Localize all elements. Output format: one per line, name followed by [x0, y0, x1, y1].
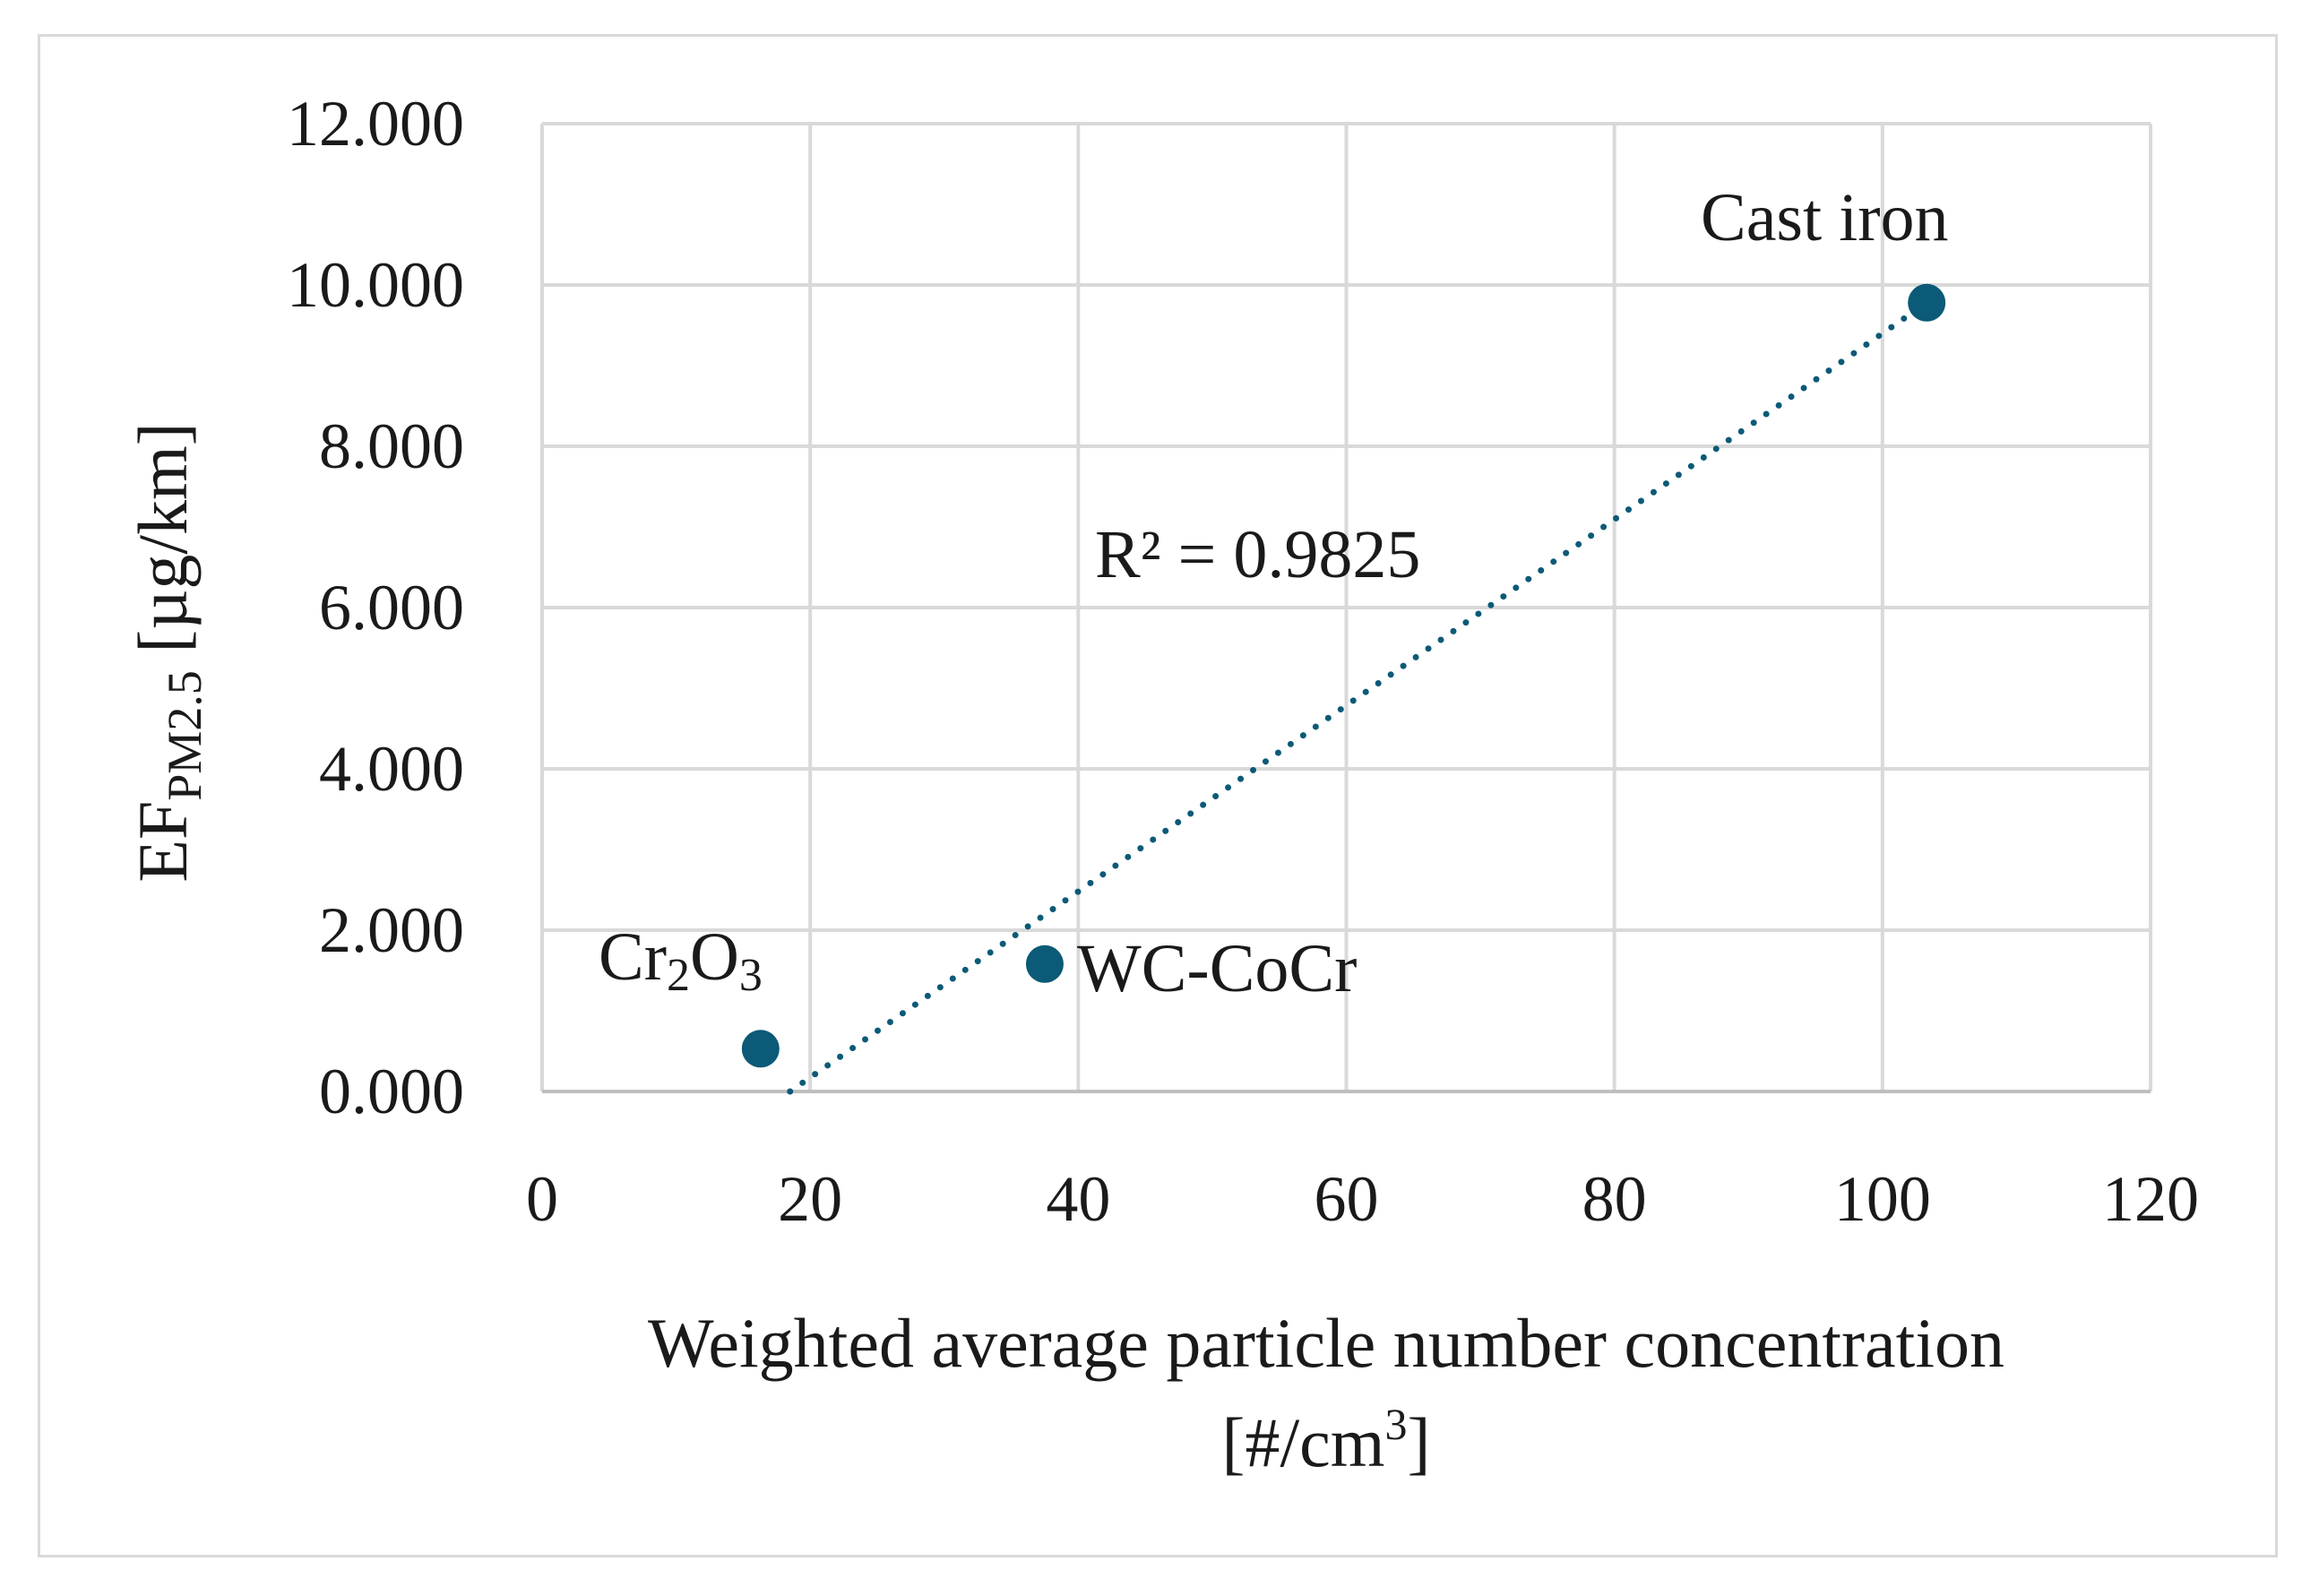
chart-frame: [38, 34, 2278, 1557]
scatter-point: [741, 1030, 780, 1068]
x-tick-label: 20: [778, 1163, 842, 1235]
x-tick-label: 100: [1834, 1163, 1931, 1235]
y-tick-label: 2.000: [319, 894, 464, 966]
x-tick-label: 80: [1582, 1163, 1647, 1235]
x-axis-title-line2: [#/cm3]: [1222, 1399, 1431, 1481]
y-tick-label: 10.000: [287, 249, 464, 321]
x-tick-label: 0: [526, 1163, 558, 1235]
trendline: [787, 299, 1930, 1095]
y-tick-label: 6.000: [319, 572, 464, 643]
data-points: [741, 283, 1946, 1068]
x-tick-label: 60: [1315, 1163, 1379, 1235]
x-tick-label: 120: [2102, 1163, 2199, 1235]
y-tick-label: 12.000: [287, 88, 464, 160]
trendline-path: [787, 299, 1930, 1095]
x-tick-labels: 0 20 40 60 80 100 120: [526, 1163, 2199, 1235]
point-label-wc-cocr: WC-CoCr: [1077, 931, 1357, 1006]
grid-lines: [540, 122, 2152, 1093]
point-label-cast-iron: Cast iron: [1701, 180, 1949, 255]
point-label-cr2o3: Cr2O3: [599, 919, 763, 1001]
x-axis-title-line1: Weighted average particle number concent…: [648, 1304, 2004, 1382]
scatter-point: [1908, 283, 1946, 322]
x-tick-label: 40: [1046, 1163, 1110, 1235]
y-tick-label: 8.000: [319, 410, 464, 482]
y-tick-label: 0.000: [319, 1056, 464, 1127]
y-tick-label: 4.000: [319, 733, 464, 805]
r-squared-annotation: R² = 0.9825: [1095, 517, 1420, 592]
y-tick-labels: 0.000 2.000 4.000 6.000 8.000 10.000 12.000: [287, 88, 464, 1127]
scatter-point: [1025, 945, 1064, 983]
y-axis-title: EFPM2.5 [µg/km]: [124, 422, 211, 882]
